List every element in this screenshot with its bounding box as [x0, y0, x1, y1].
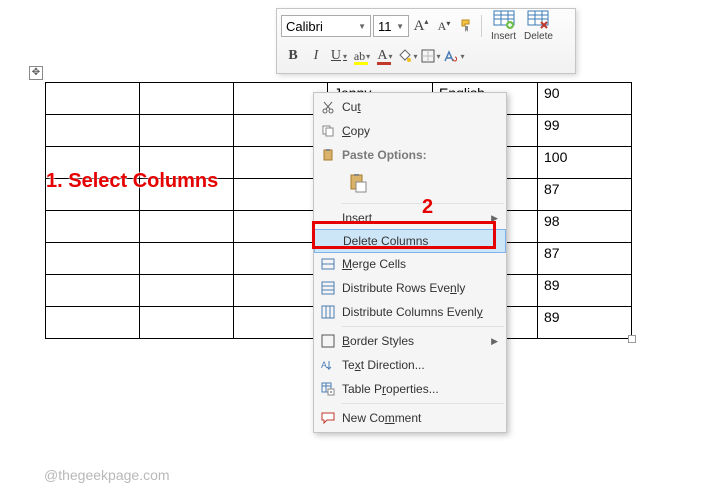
- menu-text-direction[interactable]: A Text Direction...: [314, 353, 506, 377]
- menu-insert[interactable]: Insert ▶: [314, 206, 506, 230]
- copy-icon: [314, 124, 342, 138]
- watermark-text: @thegeekpage.com: [44, 467, 170, 483]
- menu-distribute-cols-label: Distribute Columns Evenly: [342, 305, 498, 319]
- table-cell[interactable]: 89: [538, 307, 632, 339]
- borders-button[interactable]: ▾: [420, 44, 442, 68]
- table-cell[interactable]: [140, 179, 234, 211]
- table-cell[interactable]: 87: [538, 243, 632, 275]
- table-cell[interactable]: [46, 307, 140, 339]
- menu-merge-cells[interactable]: Merge Cells: [314, 252, 506, 276]
- table-cell[interactable]: [140, 83, 234, 115]
- cut-icon: [314, 100, 342, 114]
- menu-new-comment-label: New Comment: [342, 411, 498, 425]
- table-cell[interactable]: 99: [538, 115, 632, 147]
- table-cell[interactable]: 98: [538, 211, 632, 243]
- paste-options-row: [314, 167, 506, 201]
- table-cell[interactable]: [46, 211, 140, 243]
- italic-button[interactable]: I: [305, 44, 327, 68]
- chevron-down-icon: ▼: [358, 22, 366, 31]
- submenu-arrow-icon: ▶: [491, 213, 498, 224]
- underline-button[interactable]: U▾: [328, 44, 350, 68]
- table-cell[interactable]: [140, 275, 234, 307]
- paste-icon: [314, 148, 342, 162]
- submenu-arrow-icon: ▶: [491, 336, 498, 347]
- bold-button[interactable]: B: [282, 44, 304, 68]
- font-name-value: Calibri: [286, 19, 323, 34]
- shrink-font-button[interactable]: A▾: [433, 14, 455, 38]
- menu-separator: [342, 403, 504, 404]
- menu-insert-label: Insert: [342, 211, 491, 225]
- distribute-cols-icon: [314, 305, 342, 319]
- distribute-rows-icon: [314, 281, 342, 295]
- menu-separator: [342, 203, 504, 204]
- font-color-button[interactable]: A▾: [374, 44, 396, 68]
- table-cell[interactable]: [140, 243, 234, 275]
- text-direction-icon: A: [314, 358, 342, 372]
- menu-separator: [342, 326, 504, 327]
- paste-keep-source-button[interactable]: [344, 169, 372, 197]
- menu-distribute-columns[interactable]: Distribute Columns Evenly: [314, 300, 506, 324]
- table-cell[interactable]: [46, 147, 140, 179]
- table-cell[interactable]: 89: [538, 275, 632, 307]
- menu-border-styles[interactable]: Border Styles ▶: [314, 329, 506, 353]
- menu-new-comment[interactable]: New Comment: [314, 406, 506, 430]
- table-cell[interactable]: 87: [538, 179, 632, 211]
- border-styles-icon: [314, 334, 342, 348]
- table-cell[interactable]: [46, 243, 140, 275]
- menu-delete-columns[interactable]: Delete Columns: [314, 229, 506, 253]
- table-cell[interactable]: [140, 115, 234, 147]
- font-size-value: 11: [378, 19, 392, 34]
- menu-copy-label: Copy: [342, 124, 498, 138]
- svg-text:A: A: [321, 360, 327, 370]
- mini-toolbar: Calibri ▼ 11 ▼ A▴ A▾ Insert Delete B I U…: [276, 8, 576, 74]
- chevron-down-icon: ▼: [396, 22, 404, 31]
- table-cell[interactable]: 90: [538, 83, 632, 115]
- table-resize-handle[interactable]: [628, 335, 636, 343]
- table-cell[interactable]: [46, 275, 140, 307]
- menu-paste-options-label: Paste Options:: [342, 148, 498, 162]
- insert-split-button[interactable]: Insert: [489, 10, 518, 42]
- delete-label: Delete: [524, 31, 553, 42]
- table-cell[interactable]: [46, 179, 140, 211]
- table-cell[interactable]: [140, 147, 234, 179]
- shading-button[interactable]: ▾: [397, 44, 419, 68]
- menu-cut-label: Cut: [342, 100, 498, 114]
- font-name-combo[interactable]: Calibri ▼: [281, 15, 371, 37]
- menu-border-styles-label: Border Styles: [342, 334, 491, 348]
- table-cell[interactable]: 100: [538, 147, 632, 179]
- comment-icon: [314, 411, 342, 425]
- insert-label: Insert: [491, 31, 516, 42]
- menu-merge-cells-label: Merge Cells: [342, 257, 498, 271]
- delete-split-button[interactable]: Delete: [522, 10, 555, 42]
- menu-distribute-rows[interactable]: Distribute Rows Evenly: [314, 276, 506, 300]
- text-highlight-button[interactable]: ab▾: [351, 44, 373, 68]
- menu-text-direction-label: Text Direction...: [342, 358, 498, 372]
- grow-font-button[interactable]: A▴: [410, 14, 432, 38]
- styles-button[interactable]: ▾: [443, 44, 465, 68]
- format-painter-button[interactable]: [456, 14, 478, 38]
- menu-copy[interactable]: Copy: [314, 119, 506, 143]
- menu-distribute-rows-label: Distribute Rows Evenly: [342, 281, 498, 295]
- font-size-combo[interactable]: 11 ▼: [373, 15, 409, 37]
- menu-paste-options-header: Paste Options:: [314, 143, 506, 167]
- menu-table-properties-label: Table Properties...: [342, 382, 498, 396]
- table-move-handle[interactable]: ✥: [29, 66, 43, 80]
- merge-cells-icon: [314, 257, 342, 271]
- context-menu: Cut Copy Paste Options: Insert ▶ Delete …: [313, 92, 507, 433]
- menu-delete-columns-label: Delete Columns: [343, 234, 497, 248]
- menu-cut[interactable]: Cut: [314, 95, 506, 119]
- table-cell[interactable]: [140, 307, 234, 339]
- table-cell[interactable]: [46, 83, 140, 115]
- table-properties-icon: [314, 382, 342, 396]
- table-cell[interactable]: [140, 211, 234, 243]
- table-cell[interactable]: [46, 115, 140, 147]
- menu-table-properties[interactable]: Table Properties...: [314, 377, 506, 401]
